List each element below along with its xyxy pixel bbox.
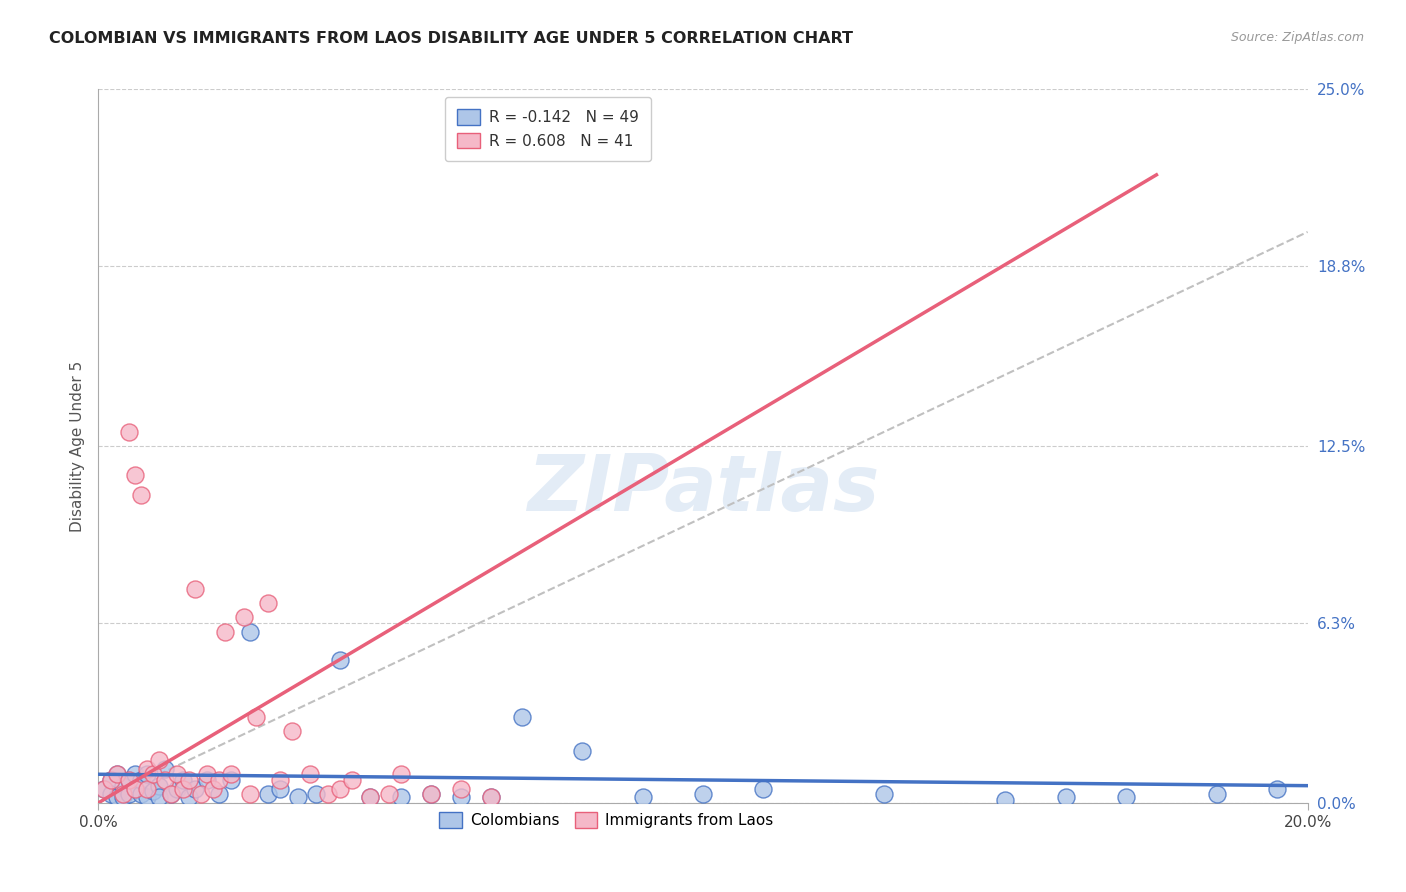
Y-axis label: Disability Age Under 5: Disability Age Under 5 bbox=[69, 360, 84, 532]
Point bbox=[124, 467, 146, 482]
Point bbox=[129, 772, 152, 787]
Point bbox=[389, 790, 412, 805]
Point bbox=[221, 772, 243, 787]
Point bbox=[269, 772, 291, 787]
Point bbox=[118, 772, 141, 787]
Point bbox=[179, 772, 201, 787]
Point bbox=[221, 767, 243, 781]
Point bbox=[389, 767, 412, 781]
Point bbox=[481, 790, 503, 805]
Point bbox=[287, 790, 309, 805]
Point bbox=[184, 781, 207, 796]
Point bbox=[208, 772, 231, 787]
Point bbox=[692, 787, 714, 801]
Point bbox=[100, 787, 122, 801]
Point bbox=[135, 781, 157, 796]
Point bbox=[360, 790, 382, 805]
Point bbox=[510, 710, 533, 724]
Point bbox=[160, 787, 183, 801]
Point bbox=[124, 767, 146, 781]
Point bbox=[481, 790, 503, 805]
Point bbox=[142, 767, 165, 781]
Point bbox=[1115, 790, 1137, 805]
Point bbox=[202, 781, 225, 796]
Point bbox=[166, 767, 188, 781]
Point bbox=[135, 790, 157, 805]
Point bbox=[450, 790, 472, 805]
Point bbox=[329, 781, 352, 796]
Point bbox=[299, 767, 322, 781]
Point bbox=[214, 624, 236, 639]
Point bbox=[129, 487, 152, 501]
Point bbox=[118, 772, 141, 787]
Point bbox=[118, 425, 141, 439]
Point bbox=[135, 767, 157, 781]
Point bbox=[148, 753, 170, 767]
Point bbox=[111, 790, 134, 805]
Point bbox=[232, 610, 254, 624]
Point bbox=[256, 596, 278, 610]
Point bbox=[190, 787, 212, 801]
Point bbox=[93, 781, 115, 796]
Point bbox=[1054, 790, 1077, 805]
Point bbox=[172, 781, 194, 796]
Point bbox=[111, 787, 134, 801]
Point bbox=[124, 781, 146, 796]
Point bbox=[153, 772, 176, 787]
Point bbox=[342, 772, 364, 787]
Point bbox=[1267, 781, 1289, 796]
Point bbox=[239, 787, 262, 801]
Point bbox=[105, 790, 128, 805]
Point bbox=[100, 772, 122, 787]
Point bbox=[195, 772, 218, 787]
Point bbox=[305, 787, 328, 801]
Point bbox=[239, 624, 262, 639]
Point bbox=[184, 582, 207, 596]
Point bbox=[93, 781, 115, 796]
Point bbox=[245, 710, 267, 724]
Point bbox=[360, 790, 382, 805]
Point bbox=[195, 767, 218, 781]
Text: COLOMBIAN VS IMMIGRANTS FROM LAOS DISABILITY AGE UNDER 5 CORRELATION CHART: COLOMBIAN VS IMMIGRANTS FROM LAOS DISABI… bbox=[49, 31, 853, 46]
Point bbox=[208, 787, 231, 801]
Point bbox=[135, 762, 157, 776]
Point bbox=[1206, 787, 1229, 801]
Point bbox=[329, 653, 352, 667]
Point bbox=[153, 762, 176, 776]
Point bbox=[118, 787, 141, 801]
Point bbox=[111, 779, 134, 793]
Point bbox=[105, 767, 128, 781]
Point bbox=[129, 787, 152, 801]
Point bbox=[172, 772, 194, 787]
Point bbox=[105, 767, 128, 781]
Point bbox=[281, 724, 304, 739]
Point bbox=[752, 781, 775, 796]
Point bbox=[377, 787, 399, 801]
Point bbox=[256, 787, 278, 801]
Point bbox=[124, 781, 146, 796]
Point bbox=[631, 790, 654, 805]
Point bbox=[166, 781, 188, 796]
Text: ZIPatlas: ZIPatlas bbox=[527, 450, 879, 527]
Point bbox=[142, 784, 165, 798]
Point bbox=[100, 772, 122, 787]
Point bbox=[420, 787, 443, 801]
Point bbox=[316, 787, 339, 801]
Point bbox=[148, 779, 170, 793]
Point bbox=[994, 793, 1017, 807]
Point bbox=[450, 781, 472, 796]
Point bbox=[179, 790, 201, 805]
Point bbox=[160, 787, 183, 801]
Point bbox=[420, 787, 443, 801]
Point bbox=[269, 781, 291, 796]
Point bbox=[873, 787, 896, 801]
Point bbox=[148, 790, 170, 805]
Legend: Colombians, Immigrants from Laos: Colombians, Immigrants from Laos bbox=[433, 806, 779, 834]
Point bbox=[571, 744, 593, 758]
Text: Source: ZipAtlas.com: Source: ZipAtlas.com bbox=[1230, 31, 1364, 45]
